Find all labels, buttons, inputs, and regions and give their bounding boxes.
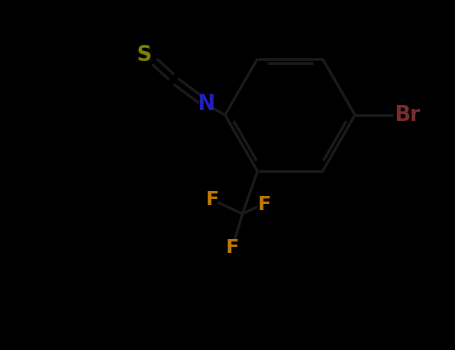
Text: F: F — [225, 238, 238, 257]
Text: N: N — [197, 94, 215, 114]
Text: F: F — [257, 195, 270, 214]
Text: S: S — [136, 45, 151, 65]
Text: F: F — [205, 190, 218, 209]
Text: Br: Br — [394, 105, 421, 125]
